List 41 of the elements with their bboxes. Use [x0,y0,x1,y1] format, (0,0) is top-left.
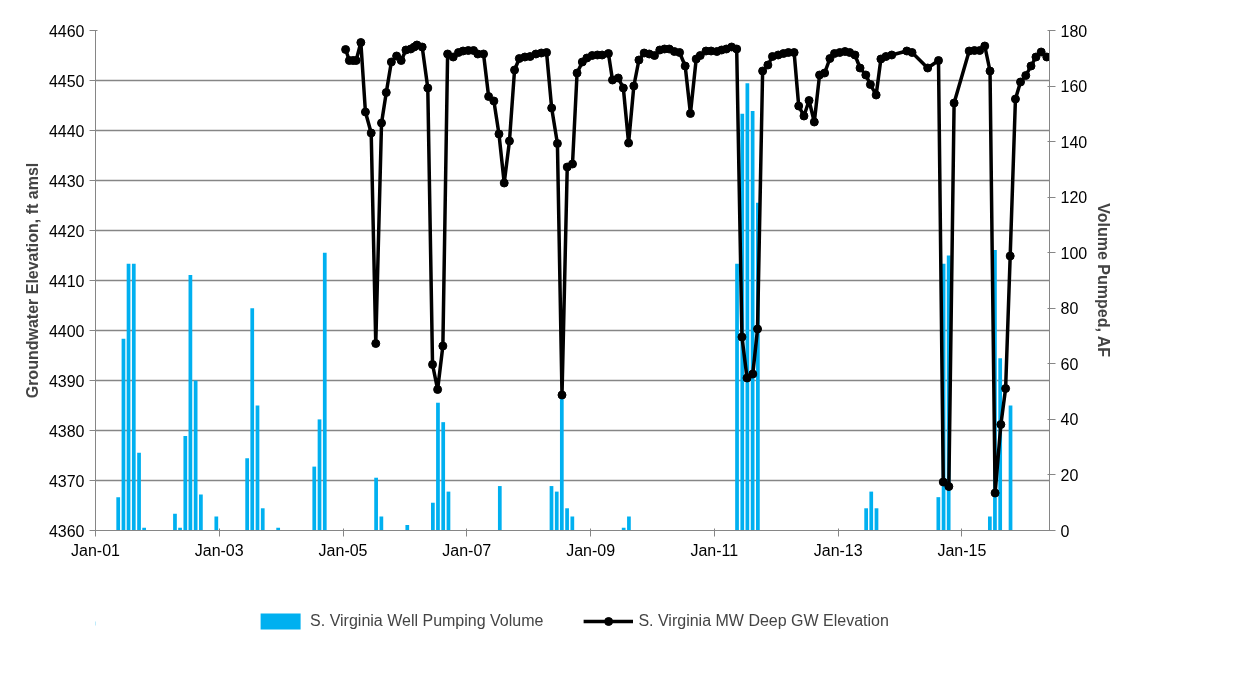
y-tick-label: 4450 [48,72,85,90]
y2-tick-label: 0 [1060,522,1070,540]
bar [936,497,941,531]
x-tick-label: Jan-15 [937,541,987,559]
y2-tick-label: 80 [1060,300,1079,318]
y2-tick-label: 120 [1060,189,1088,207]
y-tick-label: 4460 [48,22,85,40]
bar [322,252,327,531]
x-tick-label: Jan-01 [71,541,121,559]
y2-tick-label: 100 [1060,244,1088,262]
bar [497,486,502,531]
x-tick-label: Jan-11 [690,541,739,559]
y-tick-label: 4400 [48,322,85,340]
y-tick-label: 4360 [48,522,85,540]
y2-tick-label: 160 [1060,78,1088,96]
bar [405,524,410,531]
x-tick-label: Jan-07 [442,541,492,559]
y-tick-label: 4420 [48,222,85,240]
y2-tick-label: 40 [1060,411,1079,429]
y-tick-label: 4380 [48,422,85,440]
bar [312,466,317,531]
y-tick-label: 4370 [48,472,85,490]
y2-tick-label: 140 [1060,133,1088,151]
bar [260,508,265,531]
x-tick-label: Jan-13 [813,541,863,559]
y-tick-label: 4430 [48,172,85,190]
y-tick-label: 4410 [48,272,85,290]
y2-tick-label: 20 [1060,466,1079,484]
x-tick-label: Jan-09 [566,541,616,559]
y-tick-label: 4440 [48,122,85,140]
bar [116,497,121,531]
y2-tick-label: 60 [1060,355,1079,373]
x-tick-label: Jan-03 [194,541,244,559]
x-tick-label: Jan-05 [318,541,368,559]
legend-label: S. Virginia Well Pumping Volume [310,612,544,630]
y2-axis-title: Volume Pumped, AF [1095,203,1113,358]
y2-tick-label: 180 [1060,22,1088,40]
y-axis-title: Groundwater Elevation, ft amsl [23,162,41,399]
legend-label: S. Virginia MW Deep GW Elevation [638,612,889,630]
y-tick-label: 4390 [48,372,85,390]
bar [214,516,219,531]
